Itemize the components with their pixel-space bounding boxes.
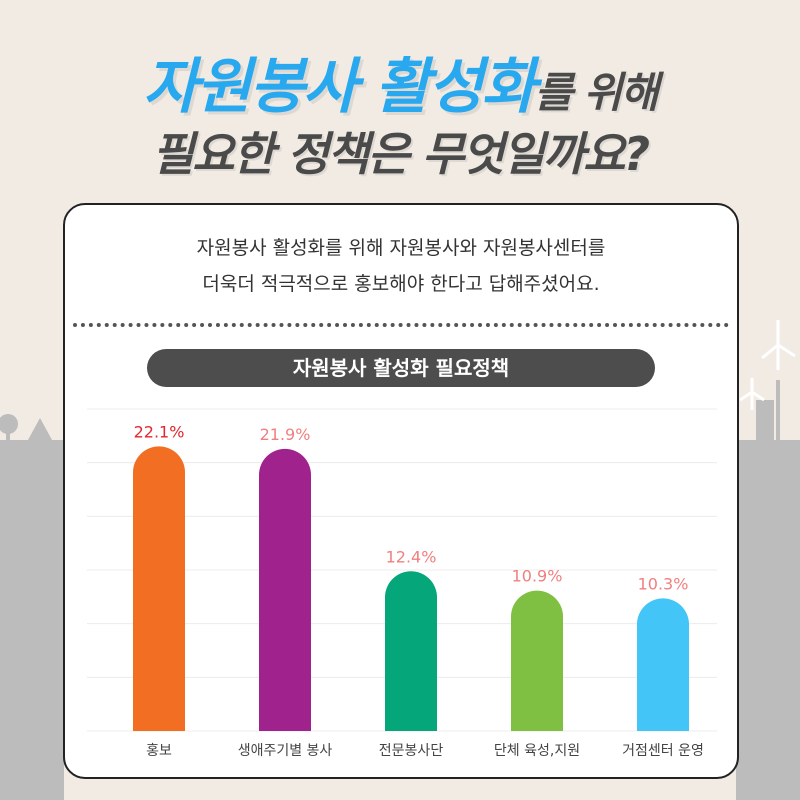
bar-2 — [385, 571, 437, 731]
data-label-4: 10.3% — [638, 574, 689, 593]
category-label-3: 단체 육성,지원 — [494, 743, 580, 759]
headline-question: 필요한 정책은 무엇일까요? — [151, 127, 650, 181]
data-label-1: 21.9% — [260, 425, 311, 444]
bar-0 — [133, 446, 185, 731]
bar-4 — [637, 598, 689, 731]
data-label-2: 12.4% — [386, 547, 437, 566]
description-line-1: 자원봉사 활성화를 위해 자원봉사와 자원봉사센터를 — [196, 237, 606, 259]
headline-line-2: 필요한 정책은 무엇일까요? — [0, 118, 800, 184]
headline-line-1: 자원봉사 활성화를 위해 — [0, 38, 800, 125]
headline-suffix: 를 위해 — [534, 68, 659, 117]
category-label-0: 홍보 — [146, 743, 172, 759]
chart-title: 자원봉사 활성화 필요정책 — [147, 349, 655, 387]
bar-chart: 22.1% 홍보 21.9% 생애주기별 봉사 12.4% 전문봉사단 10.9% 단체 육성… — [87, 408, 717, 759]
bar-3 — [511, 590, 563, 731]
dotted-divider — [73, 323, 729, 327]
category-label-1: 생애주기별 봉사 — [238, 743, 333, 759]
data-label-0: 22.1% — [134, 422, 185, 441]
category-label-2: 전문봉사단 — [379, 743, 444, 759]
category-label-4: 거점센터 운영 — [622, 743, 704, 759]
bar-1 — [259, 448, 311, 731]
data-label-3: 10.9% — [512, 567, 563, 586]
survey-card: 자원봉사 활성화를 위해 자원봉사와 자원봉사센터를 더욱더 적극적으로 홍보해… — [63, 203, 739, 779]
headline-highlight: 자원봉사 활성화 — [143, 52, 536, 122]
description-line-2: 더욱더 적극적으로 홍보해야 한다고 답해주셨어요. — [202, 273, 600, 295]
